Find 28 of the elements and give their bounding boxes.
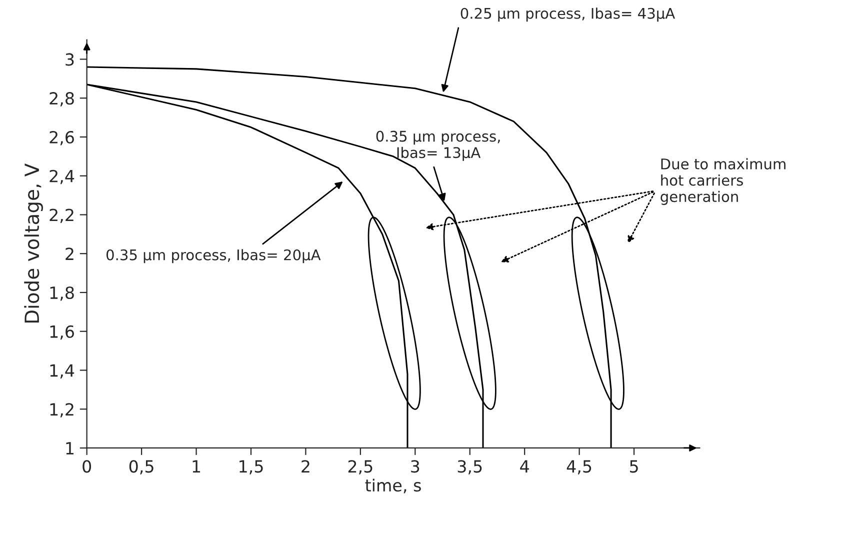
y-tick-label: 1,4 xyxy=(50,364,74,379)
y-tick-label: 2,2 xyxy=(50,208,74,223)
annotation: 0.25 µm process, Ibas= 43µA xyxy=(460,8,676,22)
x-tick-label: 0 xyxy=(82,460,92,473)
x-tick-label: 1,5 xyxy=(240,460,263,474)
y-tick-label: 1 xyxy=(66,442,74,454)
annotation: 0.35 µm process, Ibas= 13µA xyxy=(376,130,500,161)
x-tick-label: 3,5 xyxy=(458,460,482,474)
x-tick-label: 1 xyxy=(192,460,200,472)
x-tick-label: 0,5 xyxy=(129,460,154,474)
y-tick-label: 1,6 xyxy=(50,325,74,340)
y-axis-title: Diode voltage, V xyxy=(24,164,43,323)
x-tick-label: 3 xyxy=(411,460,420,473)
y-tick-label: 1,8 xyxy=(50,286,74,301)
y-tick-label: 1,2 xyxy=(50,403,74,418)
y-tick-label: 2,4 xyxy=(50,170,74,184)
x-tick-label: 4,5 xyxy=(566,460,592,474)
x-tick-label: 2,5 xyxy=(348,460,372,474)
y-tick-label: 2 xyxy=(66,248,74,260)
annotation: 0.35 µm process, Ibas= 20µA xyxy=(106,249,321,264)
x-tick-label: 4 xyxy=(520,460,529,472)
y-tick-label: 2,8 xyxy=(50,92,74,106)
annotation: Due to maximum hot carriers generation xyxy=(660,158,786,205)
x-tick-label: 2 xyxy=(302,460,310,472)
y-tick-label: 3 xyxy=(66,53,74,66)
x-axis-title: time, s xyxy=(365,478,421,494)
x-tick-label: 5 xyxy=(630,460,638,473)
y-tick-label: 2,6 xyxy=(50,130,74,146)
